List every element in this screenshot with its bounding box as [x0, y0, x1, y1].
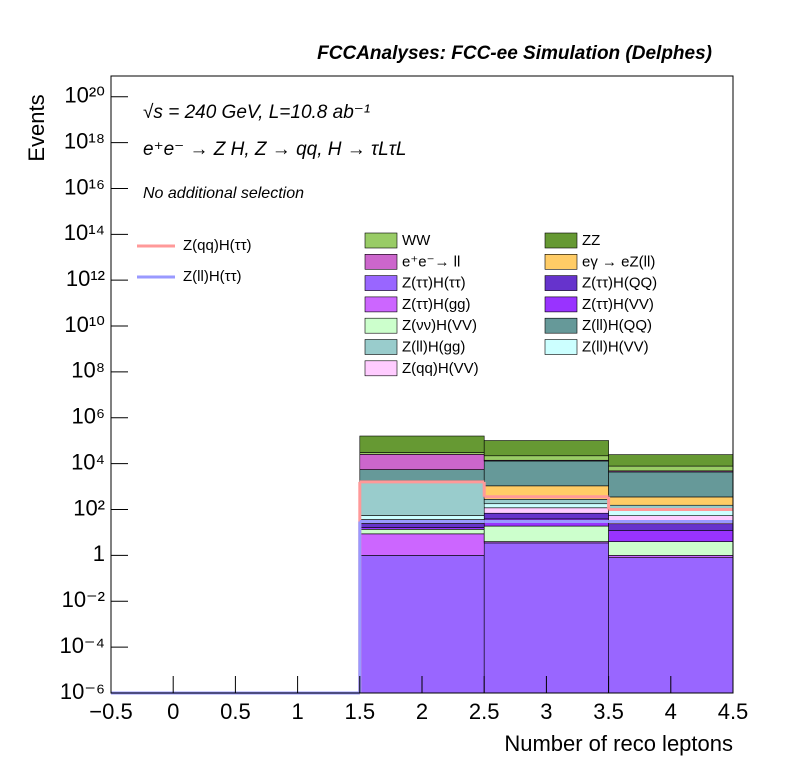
stack-segment: [359, 555, 485, 694]
legend-swatch: [544, 275, 578, 291]
stack-segment: [608, 557, 734, 694]
stack-segment: [483, 440, 609, 457]
stack-segment: [483, 525, 609, 542]
y-tick-label: 10¹⁴: [64, 220, 105, 245]
legend-label: Z(ll)H(gg): [402, 338, 465, 355]
legend-swatch: [364, 360, 398, 377]
legend-label: Z(ττ)H(VV): [582, 296, 654, 313]
legend-label: Z(ll)H(VV): [582, 338, 649, 355]
stack-segment: [359, 469, 485, 482]
stack-segment: [483, 512, 609, 520]
chart-title: FCCAnalyses: FCC-ee Simulation (Delphes): [317, 43, 712, 64]
y-tick-label: 10¹⁰: [64, 312, 105, 337]
y-tick-label: 10⁴: [71, 449, 105, 474]
x-tick-label: 0.5: [220, 699, 251, 724]
y-axis-label: Events: [24, 94, 49, 161]
legend-swatch: [544, 317, 578, 334]
x-tick-label: 3: [540, 699, 552, 724]
annotation: √s = 240 GeV, L=10.8 ab⁻¹: [143, 102, 370, 123]
y-tick-label: 1: [93, 541, 105, 566]
y-tick-label: 10²: [73, 495, 105, 520]
x-tick-label: 3.5: [593, 699, 624, 724]
stack-segment: [359, 481, 485, 516]
legend-swatch: [544, 232, 578, 249]
y-tick-label: 10⁻⁴: [59, 633, 105, 658]
stack-segment: [608, 496, 734, 506]
x-tick-label: 2.5: [469, 699, 500, 724]
stack-segment: [359, 435, 485, 453]
legend-label: ZZ: [582, 232, 600, 249]
x-tick-label: −0.5: [89, 699, 132, 724]
x-tick-label: 2: [416, 699, 428, 724]
legend-label: Z(qq)H(VV): [402, 360, 479, 377]
legend-label: Z(ττ)H(gg): [402, 296, 471, 313]
legend-label: Z(ττ)H(ττ): [402, 275, 466, 292]
legend-swatch: [544, 339, 578, 355]
annotation: No additional selection: [143, 185, 304, 202]
x-tick-label: 1.5: [345, 699, 376, 724]
y-tick-label: 10⁶: [71, 404, 105, 429]
x-tick-label: 0: [167, 699, 179, 724]
legend-label: eγ → eZ(ll): [582, 253, 655, 270]
legend-label: Z(qq)H(ττ): [183, 237, 252, 254]
legend-swatch: [364, 254, 398, 270]
y-tick-label: 10¹⁸: [64, 128, 105, 153]
legend-label: Z(ll)H(QQ): [582, 317, 652, 334]
legend-label: Z(νν)H(VV): [402, 317, 477, 334]
stack-segment: [608, 454, 734, 467]
y-tick-label: 10⁸: [71, 358, 105, 383]
stack-segment: [359, 533, 485, 556]
stack-segment: [483, 455, 609, 461]
stack-segment: [608, 523, 734, 531]
legend-swatch: [544, 254, 578, 270]
legend-swatch: [364, 275, 398, 291]
x-tick-label: 1: [291, 699, 303, 724]
legend-swatch: [364, 296, 398, 313]
stack-segment: [608, 530, 734, 542]
stack-segment: [483, 499, 609, 505]
legend-label: WW: [402, 232, 431, 249]
stack-segment: [608, 465, 734, 472]
stack-segment: [359, 454, 485, 470]
legend-swatch: [364, 339, 398, 355]
stack-segment: [359, 529, 485, 535]
legend-swatch: [364, 232, 398, 249]
stack-segment: [608, 471, 734, 498]
annotation: e⁺e⁻ → Z H, Z → qq, H → τLτL: [143, 139, 406, 160]
stack-segment: [359, 515, 485, 520]
stack-segment: [608, 555, 734, 558]
y-tick-label: 10¹⁶: [64, 174, 105, 199]
x-tick-label: 4: [665, 699, 677, 724]
y-tick-label: 10⁻²: [62, 587, 105, 612]
stack-segment: [483, 507, 609, 514]
y-tick-label: 10²⁰: [64, 83, 105, 108]
legend-swatch: [364, 317, 398, 334]
legend-swatch: [544, 296, 578, 313]
y-tick-label: 10⁻⁶: [60, 679, 105, 704]
legend-label: Z(ττ)H(QQ): [582, 275, 657, 292]
stack-segment: [608, 541, 734, 556]
y-tick-label: 10¹²: [66, 266, 105, 291]
legend-label: e⁺e⁻→ ll: [402, 253, 460, 270]
stack-segment: [483, 542, 609, 694]
stack-segment: [483, 503, 609, 509]
stack-segment: [359, 523, 485, 528]
stack-segment: [483, 460, 609, 487]
legend-label: Z(ll)H(ττ): [183, 268, 242, 285]
x-axis-label: Number of reco leptons: [504, 731, 733, 756]
x-tick-label: 4.5: [718, 699, 749, 724]
